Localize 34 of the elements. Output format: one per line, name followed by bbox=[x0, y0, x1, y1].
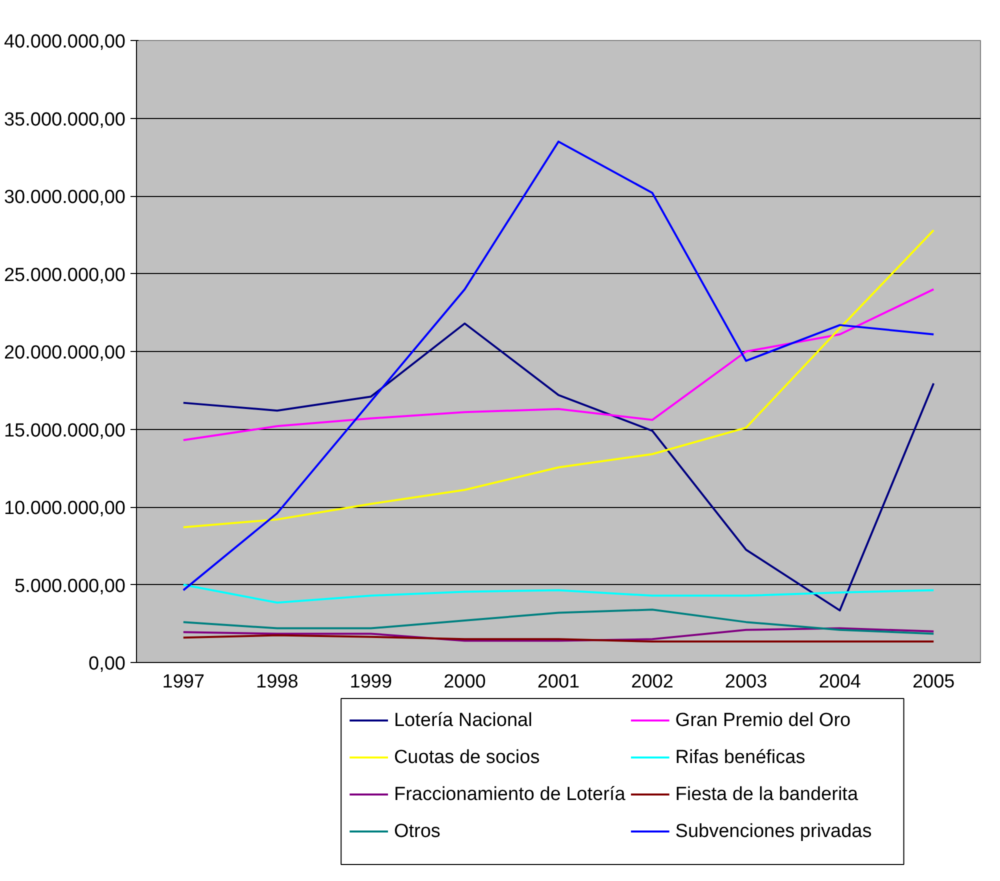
legend-label: Cuotas de socios bbox=[394, 747, 540, 768]
y-tick-label: 25.000.000,00 bbox=[4, 264, 126, 286]
y-tick-label: 30.000.000,00 bbox=[4, 187, 126, 208]
line-series bbox=[182, 288, 935, 442]
y-tick-label: 35.000.000,00 bbox=[4, 109, 126, 130]
legend-label: Gran Premio del Oro bbox=[675, 710, 851, 731]
x-tick-label: 2005 bbox=[912, 672, 955, 692]
y-tick-label: 40.000.000,00 bbox=[4, 32, 126, 52]
y-tick-label: 0,00 bbox=[88, 654, 126, 674]
x-tick-label: 1997 bbox=[162, 672, 205, 692]
y-tick-label: 20.000.000,00 bbox=[4, 342, 126, 364]
y-tick-label: 5.000.000,00 bbox=[14, 576, 126, 597]
legend-label: Fiesta de la banderita bbox=[675, 784, 858, 805]
line-series bbox=[182, 229, 935, 528]
line-series bbox=[182, 608, 935, 635]
x-tick-label: 2002 bbox=[631, 672, 674, 692]
legend-label: Subvenciones privadas bbox=[675, 821, 872, 842]
x-tick-label: 2000 bbox=[444, 672, 486, 692]
y-tick-label: 10.000.000,00 bbox=[4, 498, 126, 519]
x-tick-label: 2003 bbox=[724, 672, 768, 692]
legend-label: Rifas benéficas bbox=[675, 747, 806, 768]
x-tick-label: 2001 bbox=[537, 672, 580, 692]
line-series bbox=[182, 140, 935, 592]
x-tick-label: 1999 bbox=[350, 672, 392, 692]
y-tick-label: 15.000.000,00 bbox=[4, 420, 126, 442]
legend-label: Lotería Nacional bbox=[394, 710, 532, 731]
line-series bbox=[182, 584, 935, 604]
legend-label: Fraccionamiento de Lotería bbox=[394, 784, 626, 805]
line-series bbox=[182, 634, 935, 643]
x-tick-label: 1998 bbox=[256, 672, 298, 692]
line-series bbox=[182, 322, 935, 612]
x-tick-label: 2004 bbox=[818, 672, 862, 692]
line-series bbox=[182, 627, 935, 642]
legend-label: Otros bbox=[394, 821, 440, 842]
